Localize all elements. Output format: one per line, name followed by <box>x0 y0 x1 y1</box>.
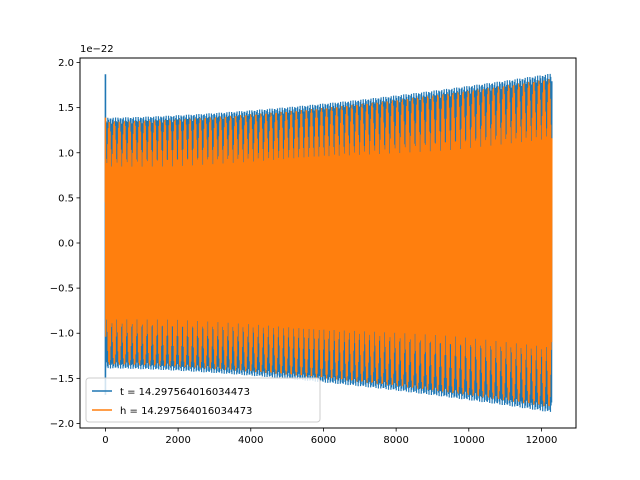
y-tick-label: 1.0 <box>58 148 74 159</box>
y-axis: −2.0 −1.5 −1.0 −0.5 0.0 0.5 1.0 1.5 2.0 <box>50 58 80 430</box>
x-tick-label: 0 <box>102 435 108 446</box>
y-tick-label: 0.0 <box>58 239 74 250</box>
x-tick-label: 8000 <box>383 435 408 446</box>
series-line <box>104 79 553 407</box>
y-tick-label: −1.5 <box>50 374 74 385</box>
y-tick-label: −0.5 <box>50 284 74 295</box>
plot-area <box>79 57 577 429</box>
x-axis: 0 2000 4000 6000 8000 10000 12000 <box>102 428 557 446</box>
legend-entry[interactable]: t = 14.297564016034473 <box>92 387 250 398</box>
x-tick-label: 10000 <box>453 435 485 446</box>
x-tick-label: 2000 <box>165 435 190 446</box>
y-tick-label: −1.0 <box>50 329 74 340</box>
series-layer <box>104 73 553 412</box>
legend[interactable]: t = 14.297564016034473 h = 14.29756401603… <box>85 377 321 423</box>
x-tick-label: 4000 <box>238 435 263 446</box>
y-tick-label: 1.5 <box>58 103 74 114</box>
x-tick-label: 12000 <box>526 435 558 446</box>
y-tick-label: −2.0 <box>50 419 74 430</box>
y-tick-label: 0.5 <box>58 193 74 204</box>
legend-label: h = 14.297564016034473 <box>120 406 252 417</box>
legend-entry[interactable]: h = 14.297564016034473 <box>92 406 252 417</box>
series-h <box>104 79 553 407</box>
y-tick-label: 2.0 <box>58 58 74 69</box>
y-offset-text: 1e−22 <box>80 44 114 55</box>
legend-label: t = 14.297564016034473 <box>120 387 250 398</box>
x-tick-label: 6000 <box>311 435 336 446</box>
legend-box <box>85 377 321 423</box>
